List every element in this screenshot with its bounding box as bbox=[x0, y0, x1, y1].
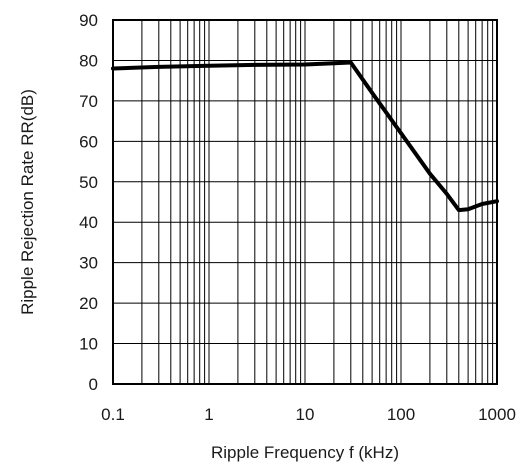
x-tick-labels: 0.1 1 10 100 1000 bbox=[101, 405, 516, 424]
x-tick-label: 100 bbox=[387, 405, 415, 424]
x-tick-label: 10 bbox=[296, 405, 315, 424]
x-tick-label: 1000 bbox=[478, 405, 516, 424]
y-tick-label: 90 bbox=[79, 11, 98, 30]
y-tick-label: 20 bbox=[79, 294, 98, 313]
y-tick-label: 80 bbox=[79, 51, 98, 70]
y-axis-label: Ripple Rejection Rate RR(dB) bbox=[18, 89, 37, 315]
y-tick-labels: 0 10 20 30 40 50 60 70 80 90 bbox=[79, 11, 98, 394]
y-tick-label: 10 bbox=[79, 335, 98, 354]
x-axis-label: Ripple Frequency f (kHz) bbox=[211, 443, 399, 462]
y-tick-label: 0 bbox=[89, 375, 98, 394]
y-tick-label: 50 bbox=[79, 173, 98, 192]
x-tick-label: 0.1 bbox=[101, 405, 125, 424]
series-line bbox=[111, 60, 499, 213]
series-layer bbox=[111, 60, 499, 213]
y-tick-label: 70 bbox=[79, 92, 98, 111]
x-tick-label: 1 bbox=[204, 405, 213, 424]
y-tick-label: 60 bbox=[79, 132, 98, 151]
y-tick-label: 40 bbox=[79, 213, 98, 232]
grid bbox=[112, 19, 497, 385]
y-tick-label: 30 bbox=[79, 254, 98, 273]
